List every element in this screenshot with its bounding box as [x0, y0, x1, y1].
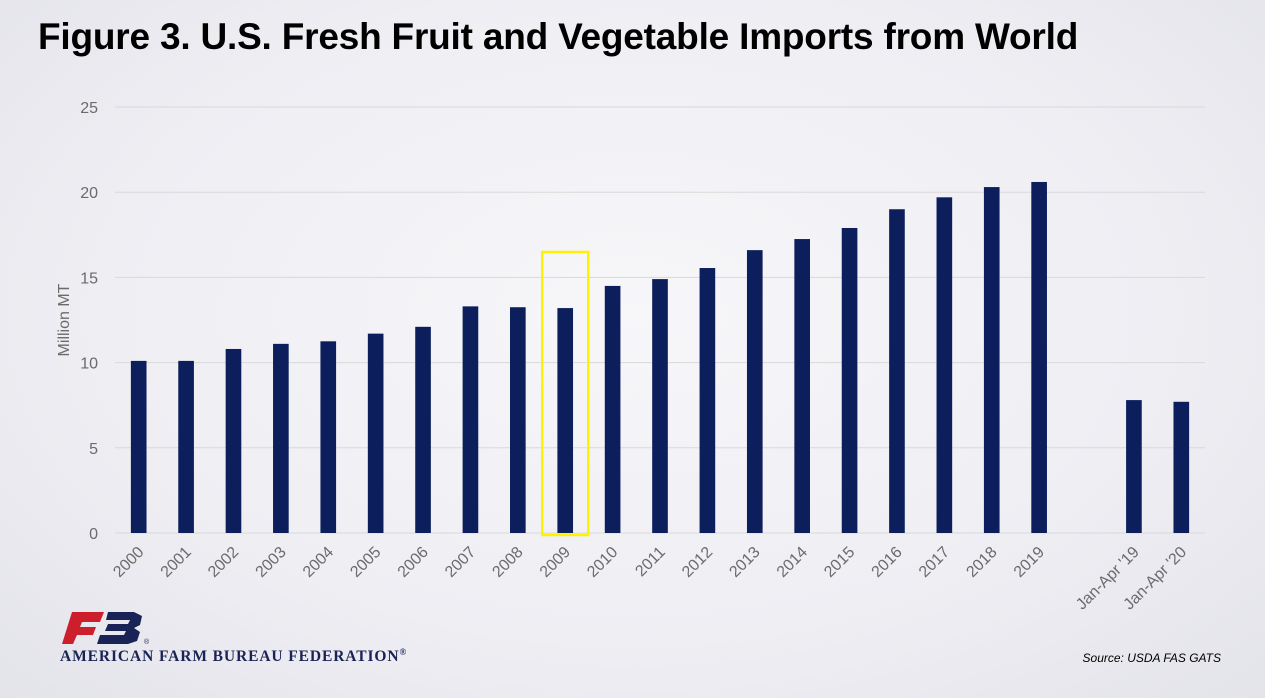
x-tick-label: 2006 [395, 544, 432, 581]
bar-2012 [699, 268, 716, 533]
x-tick-label: 2002 [205, 544, 242, 581]
x-tick-label: 2003 [253, 544, 290, 581]
x-tick-label: 2010 [584, 544, 621, 581]
bar-jan-apr-19 [1126, 400, 1142, 533]
bar-jan-apr-20 [1173, 401, 1190, 533]
x-tick-label: 2011 [632, 544, 668, 580]
y-axis-tick-labels: 0 5 10 15 20 25 [80, 100, 98, 543]
x-tick-label: 2007 [442, 544, 479, 581]
bar-2005 [367, 333, 384, 533]
x-tick-label: 2005 [347, 544, 384, 581]
x-tick-label: 2009 [537, 544, 574, 581]
x-tick-label: 2016 [869, 544, 906, 581]
y-tick-label: 5 [89, 441, 98, 458]
logo-navy-shape [97, 612, 142, 644]
y-tick-label: 10 [80, 356, 98, 373]
organization-registered-mark: ® [399, 647, 408, 657]
y-axis-title: Million MT [56, 283, 73, 356]
x-tick-label: 2000 [110, 544, 147, 581]
x-tick-label: 2014 [774, 544, 811, 581]
bar-2006 [415, 326, 431, 533]
bar-2003 [273, 343, 289, 533]
bar-2015 [841, 227, 858, 533]
organization-name: AMERICAN FARM BUREAU FEDERATION® [60, 647, 407, 666]
y-tick-label: 25 [80, 100, 98, 117]
bar-2010 [604, 285, 621, 533]
bar-2004 [320, 341, 337, 533]
page-title: Figure 3. U.S. Fresh Fruit and Vegetable… [38, 16, 1079, 57]
y-tick-label: 0 [89, 526, 98, 543]
logo-registered-mark: ® [144, 638, 150, 646]
bar-2002 [225, 348, 242, 533]
bar-2008 [510, 307, 526, 533]
highlight-box-2009 [540, 250, 590, 537]
x-tick-label: 2017 [916, 544, 953, 581]
x-tick-label: 2012 [679, 544, 716, 581]
x-tick-label: 2001 [158, 544, 195, 581]
x-tick-label: 2015 [821, 544, 858, 581]
x-axis-tick-labels: 2000 2001 2002 2003 2004 2005 2006 2007 2008 2009… [110, 544, 1190, 610]
bar-2018 [983, 187, 1000, 533]
farm-bureau-logo-icon: ® [62, 612, 150, 646]
x-tick-label: 2008 [489, 544, 526, 581]
bars [130, 181, 1190, 534]
x-tick-label: 2018 [963, 544, 1000, 581]
logo-red-shape [62, 612, 104, 644]
bar-2011 [652, 279, 668, 533]
x-tick-label: 2019 [1011, 544, 1048, 581]
bar-2009 [557, 308, 574, 533]
bar-2019 [1031, 181, 1047, 533]
organization-name-text: AMERICAN FARM BUREAU FEDERATION [60, 648, 400, 666]
bar-2000 [130, 360, 147, 533]
bar-2014 [794, 239, 810, 533]
bar-2001 [178, 360, 194, 533]
y-tick-label: 20 [80, 185, 98, 202]
bar-2013 [746, 250, 763, 534]
bar-2016 [889, 209, 905, 534]
x-tick-label: 2013 [726, 544, 763, 581]
source-note: Source: USDA FAS GATS [1082, 651, 1221, 665]
x-tick-label: 2004 [300, 544, 337, 581]
y-tick-label: 15 [80, 270, 98, 287]
bar-2007 [462, 306, 479, 533]
bar-2017 [936, 197, 953, 533]
